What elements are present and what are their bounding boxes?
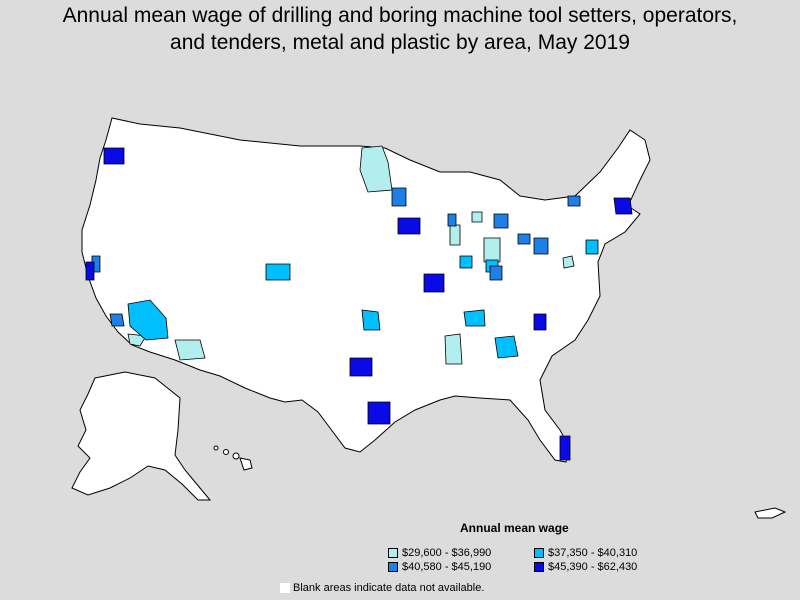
- area-alabama-north: [463, 309, 486, 327]
- area-miami: [559, 435, 571, 461]
- area-los-angeles-region: [127, 299, 169, 341]
- area-michigan-west: [471, 211, 483, 223]
- area-san-jose: [85, 261, 95, 281]
- map-title-line-1: Annual mean wage of drilling and boring …: [62, 4, 738, 27]
- legend-swatch-tier-3: [388, 562, 398, 572]
- legend-item-tier-1: $29,600 - $36,990: [388, 547, 491, 559]
- area-boston: [613, 197, 633, 215]
- area-houston: [367, 401, 391, 425]
- area-michigan-detroit: [493, 213, 509, 229]
- area-denver-colorado: [265, 263, 291, 281]
- area-dallas: [349, 357, 373, 377]
- area-pennsylvania: [533, 237, 549, 255]
- area-appalachia: [562, 255, 575, 269]
- blank-area-swatch: [280, 583, 290, 593]
- metro-areas: [85, 145, 633, 461]
- legend-label-tier-2: $37,350 - $40,310: [548, 547, 638, 559]
- area-phoenix-tucson: [174, 339, 206, 361]
- puerto-rico: [754, 507, 787, 519]
- area-oklahoma-tulsa: [361, 309, 381, 331]
- legend-swatch-tier-1: [388, 548, 398, 558]
- area-new-jersey: [585, 239, 599, 255]
- map-title-line-2: and tenders, metal and plastic by area, …: [170, 31, 630, 54]
- data-availability-note: Blank areas indicate data not available.: [280, 582, 484, 594]
- legend-label-tier-3: $40,580 - $45,190: [402, 561, 492, 573]
- area-wisconsin-milwaukee: [447, 213, 457, 227]
- area-ohio-cleveland: [517, 233, 531, 245]
- area-st-louis: [423, 273, 445, 293]
- area-portland: [103, 147, 125, 165]
- legend-item-tier-3: $40,580 - $45,190: [388, 561, 491, 573]
- area-iowa-cedar-rapids: [397, 217, 421, 235]
- area-southern-california-inland: [127, 333, 147, 347]
- area-new-york-rochester: [567, 195, 581, 207]
- legend-swatch-tier-4: [534, 562, 544, 572]
- area-south-carolina: [533, 313, 547, 331]
- legend-swatch-tier-2: [534, 548, 544, 558]
- legend-title: Annual mean wage: [460, 521, 569, 535]
- data-availability-note-text: Blank areas indicate data not available.: [293, 582, 485, 594]
- legend-item-tier-4: $45,390 - $62,430: [534, 561, 637, 573]
- contiguous-us-landmass: [81, 117, 651, 463]
- map-title: Annual mean wage of drilling and boring …: [0, 2, 800, 56]
- area-mississippi-central: [444, 333, 463, 365]
- area-indiana-central: [483, 237, 501, 263]
- hawaii-islands: [213, 445, 253, 471]
- area-atlanta: [494, 335, 519, 359]
- area-indiana-southeast: [489, 265, 503, 281]
- area-san-diego: [109, 313, 125, 327]
- legend-label-tier-4: $45,390 - $62,430: [548, 561, 638, 573]
- area-minneapolis: [391, 187, 407, 207]
- area-illinois-north: [449, 224, 461, 246]
- legend-item-tier-2: $37,350 - $40,310: [534, 547, 637, 559]
- legend-label-tier-1: $29,600 - $36,990: [402, 547, 492, 559]
- area-illinois-south: [459, 255, 473, 269]
- alaska-landmass: [71, 371, 212, 501]
